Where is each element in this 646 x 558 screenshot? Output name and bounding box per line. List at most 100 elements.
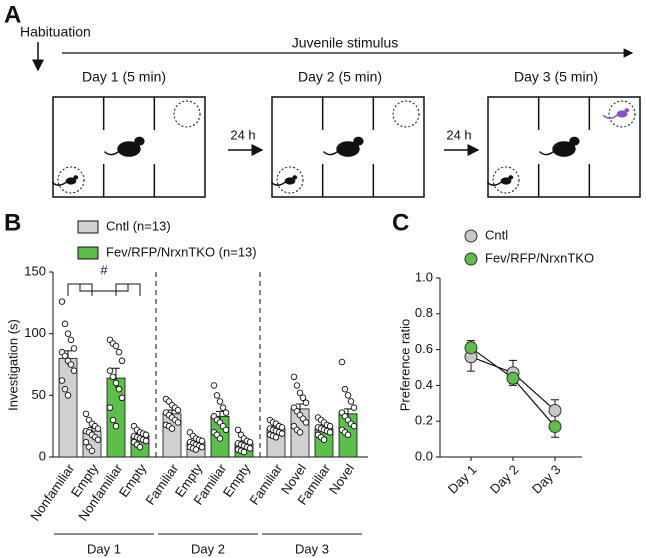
mouse — [486, 181, 502, 186]
panel-label: A — [4, 1, 21, 28]
mouse — [336, 141, 360, 157]
legend-label: Cntl — [485, 227, 508, 242]
mouse — [51, 181, 67, 186]
data-point — [246, 438, 254, 446]
data-point — [350, 404, 358, 411]
legend-swatch — [77, 220, 99, 234]
data-point — [246, 445, 254, 452]
mouse — [117, 141, 141, 157]
data-point — [464, 341, 478, 355]
data-point — [115, 348, 123, 356]
mouse — [539, 150, 555, 156]
mouse — [602, 114, 618, 119]
mouse — [73, 175, 79, 180]
data-point — [293, 382, 301, 389]
day-label: Day 1 (5 min) — [82, 69, 166, 85]
legend-marker — [464, 229, 478, 243]
y-axis-label: Investigation (s) — [5, 319, 20, 411]
y-axis-label: Preference ratio — [397, 319, 412, 412]
data-point — [326, 429, 334, 436]
arena — [52, 96, 206, 198]
x-tick-label: Empty — [220, 461, 254, 500]
mouse — [508, 175, 514, 180]
data-point — [216, 435, 224, 442]
data-point — [344, 431, 352, 439]
data-point — [67, 361, 75, 368]
data-point — [61, 320, 69, 328]
data-point — [168, 425, 176, 432]
cup — [392, 100, 420, 128]
data-point — [94, 436, 102, 443]
data-point — [290, 373, 298, 381]
cup — [492, 166, 520, 194]
day-label: Day 2 (5 min) — [298, 69, 382, 85]
x-tick-label: Day 3 — [529, 462, 564, 497]
x-tick-label: Day 2 — [487, 462, 522, 497]
mouse — [292, 175, 298, 180]
legend-marker — [464, 252, 478, 266]
mouse — [284, 177, 296, 185]
data-point — [272, 434, 280, 441]
data-point — [136, 443, 144, 451]
stimulus-label: Juvenile stimulus — [292, 35, 399, 51]
data-point — [320, 436, 328, 443]
y-tick-label: 150 — [24, 263, 46, 278]
data-point — [299, 394, 307, 402]
data-point — [296, 429, 304, 436]
data-point — [296, 389, 304, 397]
data-point — [174, 406, 182, 414]
mouse — [353, 136, 364, 146]
mouse — [624, 108, 630, 113]
data-point — [350, 422, 358, 430]
mouse — [552, 141, 576, 157]
interval-label: 24 h — [446, 127, 471, 142]
data-point — [64, 392, 72, 399]
y-tick-label: 1.0 — [415, 269, 433, 284]
data-point — [216, 398, 224, 405]
mouse — [616, 110, 628, 118]
legend-label: Fev/RFP/NrxnTKO (n=13) — [106, 244, 257, 259]
day-label: Day 3 (5 min) — [514, 69, 598, 85]
data-point — [302, 399, 310, 406]
y-tick-label: 0.6 — [415, 341, 433, 356]
group-label: Day 1 — [87, 541, 121, 556]
data-point — [82, 438, 90, 446]
mouse — [500, 177, 512, 185]
data-point — [142, 431, 150, 439]
data-point — [142, 437, 150, 445]
data-point — [112, 379, 120, 387]
legend-swatch — [77, 246, 99, 260]
data-point — [341, 385, 349, 393]
mouse — [104, 150, 120, 156]
data-point — [302, 419, 310, 426]
data-point — [70, 345, 78, 352]
data-point — [192, 446, 200, 453]
data-point — [234, 426, 242, 434]
data-point — [88, 447, 96, 455]
x-tick-label: Empty — [116, 461, 150, 500]
arena — [271, 96, 425, 198]
mouse — [323, 150, 339, 156]
data-point — [94, 425, 102, 432]
data-point — [109, 416, 117, 424]
legend-label: Fev/RFP/NrxnTKO — [485, 250, 594, 265]
mouse — [270, 181, 286, 186]
data-point — [338, 358, 346, 366]
cup — [173, 100, 201, 128]
data-point — [174, 419, 182, 426]
interval-label: 24 h — [230, 127, 255, 142]
x-tick-label: Day 1 — [445, 462, 480, 497]
habituation-label: Habituation — [20, 24, 91, 40]
y-tick-label: 0.8 — [415, 305, 433, 320]
data-point — [61, 352, 69, 360]
data-point — [222, 426, 230, 434]
data-point — [219, 404, 227, 411]
panel-label: C — [392, 209, 409, 236]
data-point — [112, 422, 120, 430]
data-point — [64, 330, 72, 337]
legend-label: Cntl (n=13) — [106, 218, 171, 233]
arena — [487, 96, 641, 198]
data-point — [326, 422, 334, 430]
